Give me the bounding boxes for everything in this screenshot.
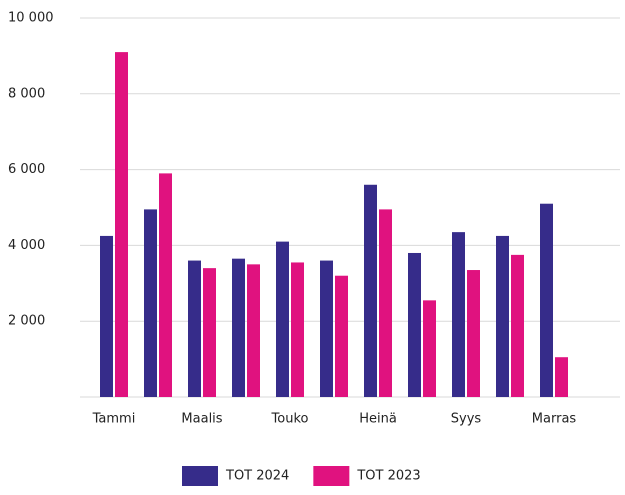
legend-swatch <box>182 466 218 486</box>
bar <box>364 184 377 397</box>
legend-swatch <box>313 466 350 486</box>
x-tick-label: Syys <box>451 412 482 427</box>
y-tick-label: 2 000 <box>8 314 45 329</box>
bar <box>276 241 289 397</box>
bar <box>188 260 201 397</box>
bar <box>408 252 421 397</box>
bar <box>320 260 333 397</box>
bar <box>423 300 436 397</box>
y-tick-label: 4 000 <box>8 238 45 253</box>
x-tick-label: Heinä <box>359 412 397 427</box>
bar <box>144 209 157 397</box>
bar <box>247 264 260 397</box>
x-tick-label: Tammi <box>92 412 136 427</box>
bar <box>159 173 172 397</box>
legend-label: TOT 2024 <box>225 469 289 484</box>
bar <box>511 254 524 397</box>
bar <box>115 52 128 398</box>
bar <box>203 268 216 397</box>
bar <box>335 275 348 397</box>
bar <box>291 262 304 397</box>
x-tick-label: Touko <box>271 412 309 427</box>
bar <box>555 357 568 397</box>
bar <box>467 270 480 397</box>
bar <box>540 203 553 397</box>
bar <box>496 235 509 397</box>
bar <box>232 258 245 397</box>
bar <box>452 232 465 397</box>
bar <box>100 235 113 397</box>
x-tick-label: Maalis <box>181 412 222 427</box>
bar <box>379 209 392 397</box>
y-tick-label: 8 000 <box>8 86 45 101</box>
legend-label: TOT 2023 <box>356 469 420 484</box>
y-tick-label: 6 000 <box>8 162 45 177</box>
x-tick-label: Marras <box>532 412 577 427</box>
y-tick-label: 10 000 <box>8 11 54 26</box>
